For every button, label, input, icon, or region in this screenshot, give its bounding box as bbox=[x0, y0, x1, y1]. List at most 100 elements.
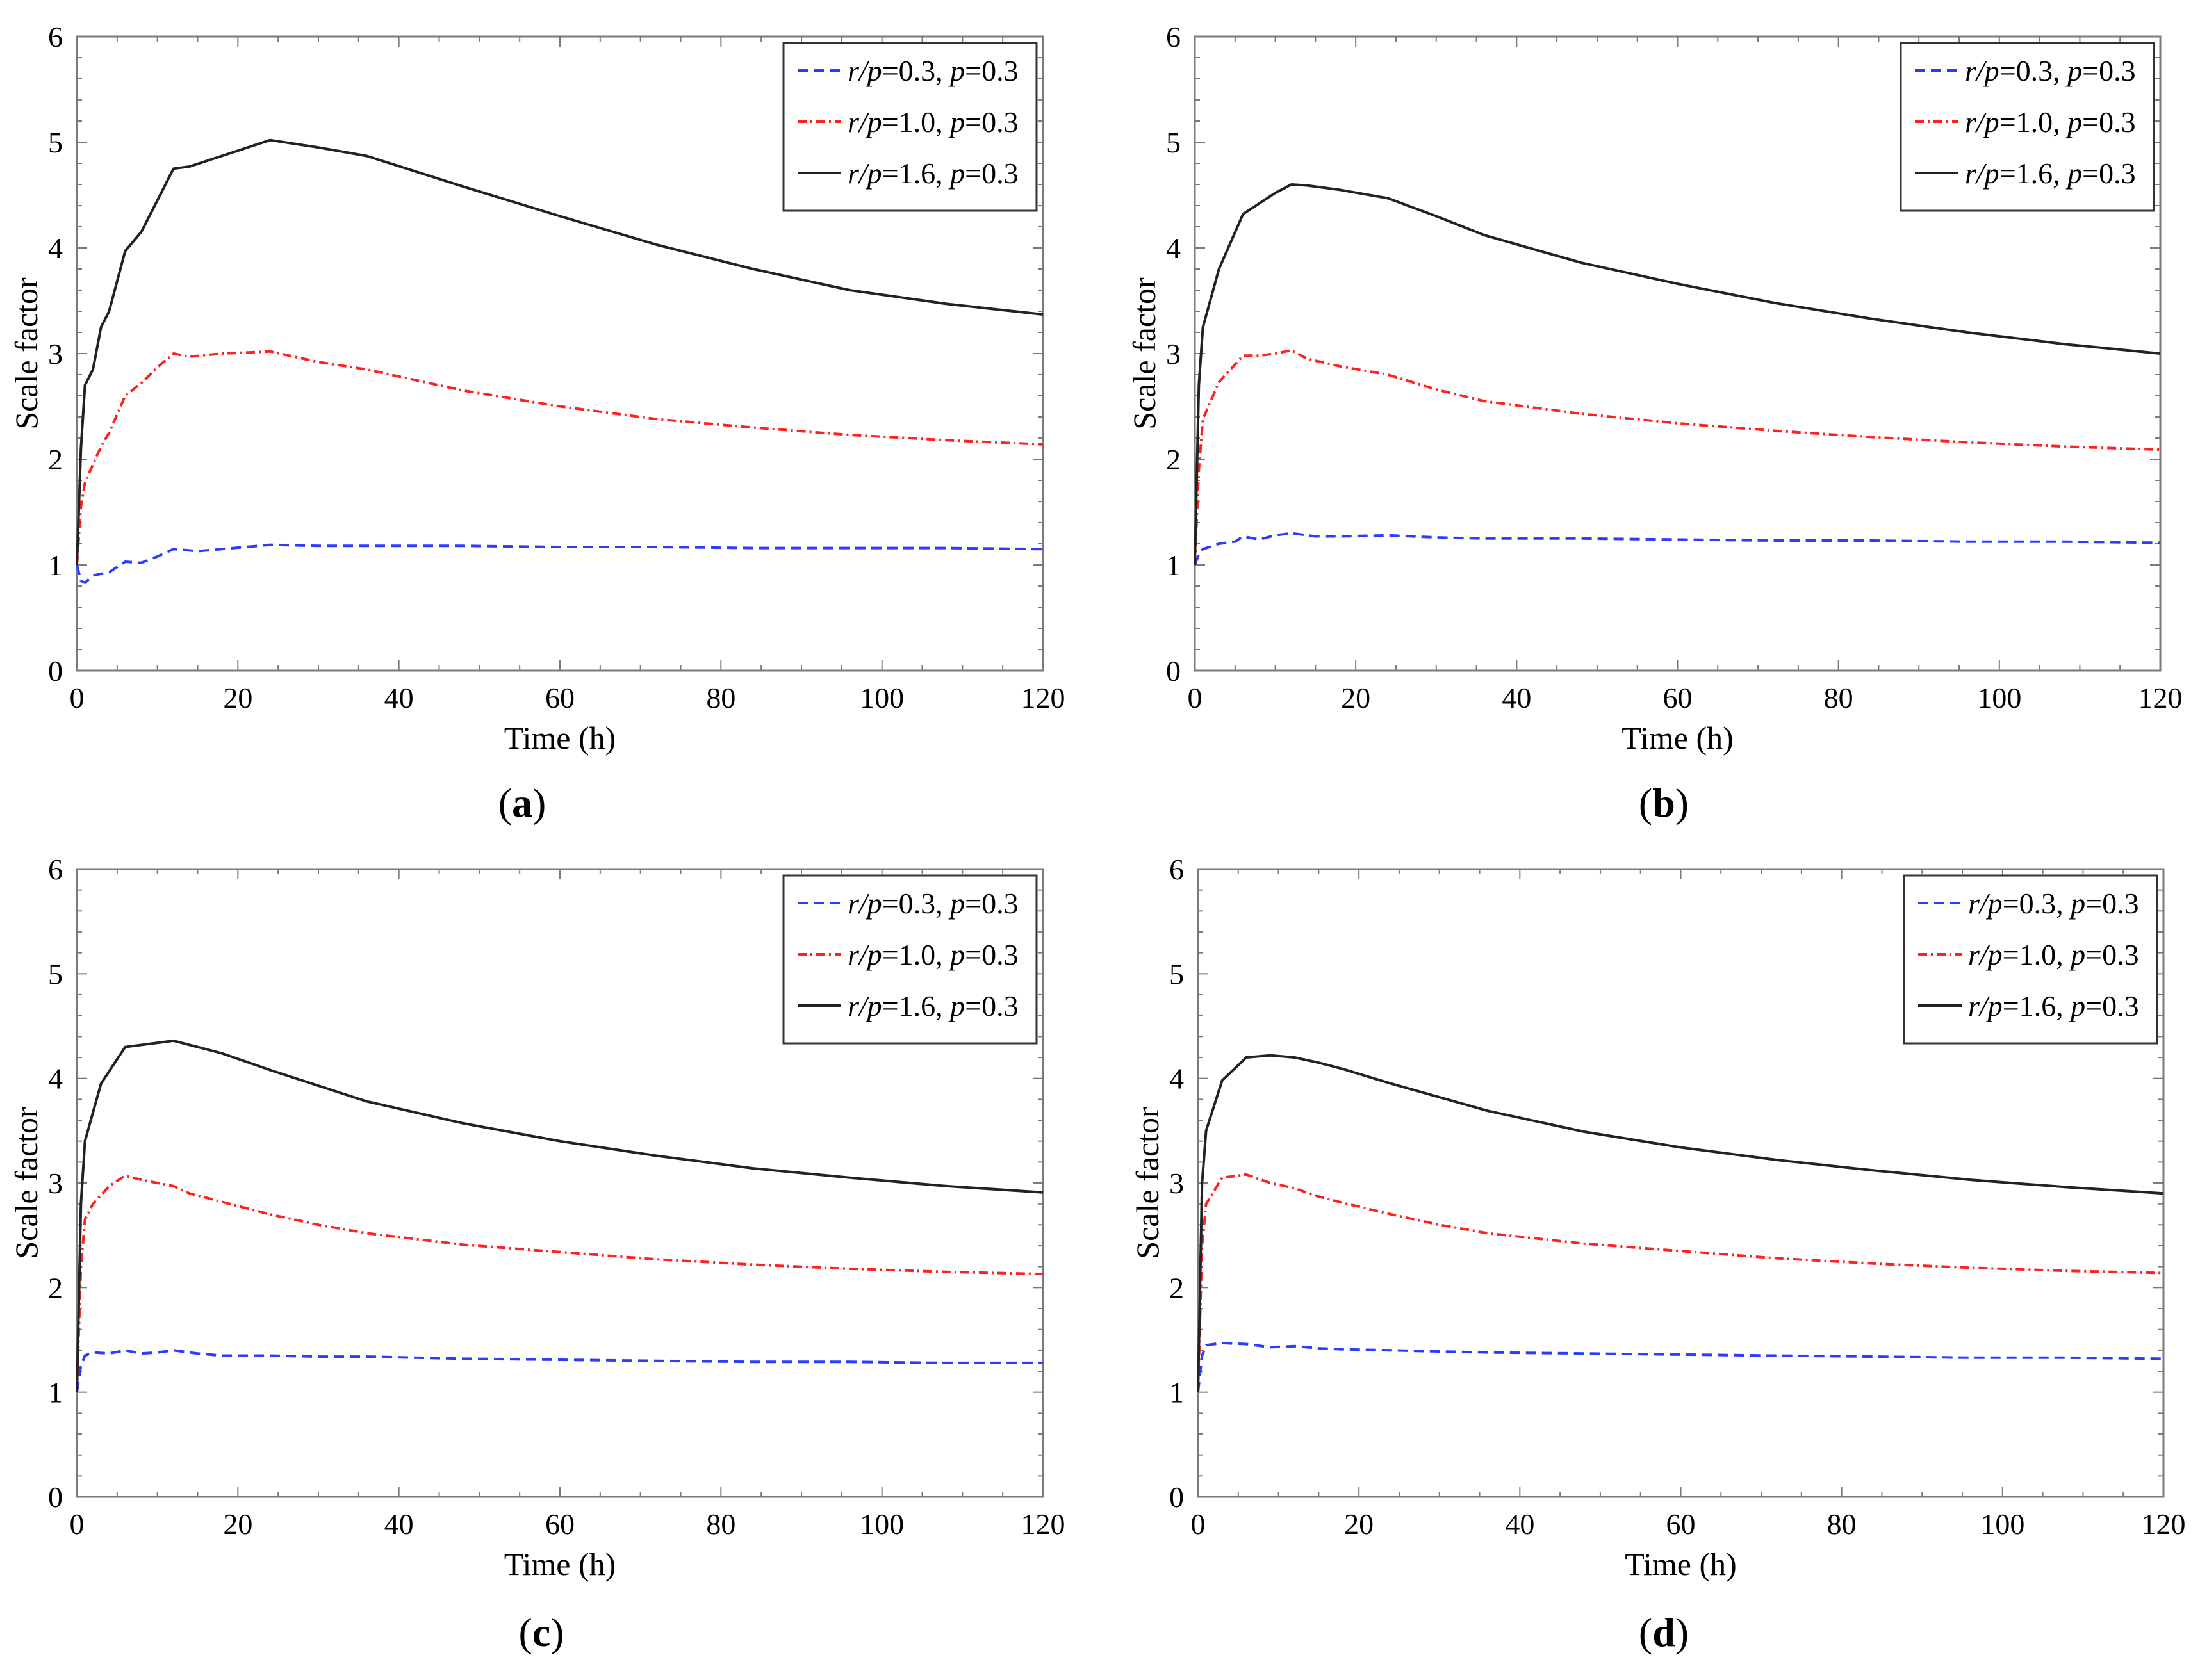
series-line-3 bbox=[1197, 1054, 2164, 1392]
y-tick-label: 0 bbox=[48, 655, 63, 687]
x-tick-label: 40 bbox=[384, 1508, 414, 1540]
y-tick-label: 4 bbox=[48, 232, 63, 265]
y-tick-label: 4 bbox=[48, 1063, 63, 1095]
y-tick-label: 2 bbox=[48, 443, 63, 476]
y-tick-label: 0 bbox=[1166, 655, 1181, 687]
x-tick-label: 80 bbox=[1824, 681, 1853, 714]
y-tick-label: 5 bbox=[1169, 958, 1184, 990]
legend-label-3: r/p=1.6, p=0.3 bbox=[1968, 990, 2139, 1022]
y-axis-label: Scale factor bbox=[8, 1107, 44, 1259]
y-tick-label: 3 bbox=[1166, 338, 1181, 370]
x-tick-label: 80 bbox=[1827, 1508, 1857, 1540]
y-tick-label: 6 bbox=[48, 853, 63, 886]
x-axis-label: Time (h) bbox=[1625, 1546, 1737, 1582]
legend-label-2: r/p=1.0, p=0.3 bbox=[848, 106, 1019, 138]
legend: r/p=0.3, p=0.3 r/p=1.0, p=0.3 r/p=1.6, p=0… bbox=[1900, 42, 2155, 212]
x-tick-label: 0 bbox=[1188, 681, 1203, 714]
series-line-1 bbox=[76, 543, 1044, 584]
x-tick-label: 120 bbox=[1021, 681, 1065, 714]
y-axis-label: Scale factor bbox=[1126, 277, 1162, 430]
y-tick-label: 3 bbox=[48, 338, 63, 370]
y-tick-label: 2 bbox=[1166, 443, 1181, 476]
legend: r/p=0.3, p=0.3 r/p=1.0, p=0.3 r/p=1.6, p=0… bbox=[782, 42, 1038, 212]
panel-caption: (d) bbox=[1639, 1610, 1689, 1655]
x-tick-label: 60 bbox=[545, 1508, 575, 1540]
chart-panel-b: 0 20 40 60 80 100 120 0 1 2 3 4 5 6 Time (h) Scale fact… bbox=[1126, 20, 2183, 826]
y-tick-label: 5 bbox=[48, 958, 63, 990]
chart-panel-c: 0 20 40 60 80 100 120 0 1 2 3 4 5 6 Time (h) Scale fact… bbox=[8, 853, 1065, 1655]
x-tick-label: 80 bbox=[706, 681, 735, 714]
chart-panel-a: 0 20 40 60 80 100 120 0 1 2 3 4 5 6 Time (h) Scale fact… bbox=[8, 20, 1065, 826]
series-line-3 bbox=[76, 1039, 1044, 1392]
legend: r/p=0.3, p=0.3 r/p=1.0, p=0.3 r/p=1.6, p=0… bbox=[782, 874, 1038, 1045]
series-line-3 bbox=[1194, 183, 2161, 566]
y-tick-label: 6 bbox=[1166, 20, 1181, 53]
x-tick-label: 40 bbox=[384, 681, 414, 714]
x-tick-label: 0 bbox=[1191, 1508, 1206, 1540]
legend-label-3: r/p=1.6, p=0.3 bbox=[848, 157, 1019, 190]
x-tick-label: 20 bbox=[223, 681, 252, 714]
x-tick-label: 80 bbox=[706, 1508, 735, 1540]
legend-label-1: r/p=0.3, p=0.3 bbox=[848, 54, 1019, 87]
legend-label-3: r/p=1.6, p=0.3 bbox=[848, 990, 1019, 1022]
legend: r/p=0.3, p=0.3 r/p=1.0, p=0.3 r/p=1.6, p=0… bbox=[1903, 874, 2158, 1045]
x-axis-label: Time (h) bbox=[504, 1546, 616, 1582]
legend-label-1: r/p=0.3, p=0.3 bbox=[1968, 887, 2139, 920]
x-tick-label: 100 bbox=[1977, 681, 2021, 714]
x-tick-label: 60 bbox=[1663, 681, 1693, 714]
x-tick-label: 60 bbox=[1666, 1508, 1696, 1540]
y-tick-label: 1 bbox=[1166, 549, 1181, 582]
x-tick-label: 40 bbox=[1505, 1508, 1534, 1540]
x-tick-label: 100 bbox=[860, 1508, 904, 1540]
y-tick-label: 1 bbox=[48, 549, 63, 582]
y-tick-label: 5 bbox=[1166, 126, 1181, 159]
y-tick-label: 6 bbox=[1169, 853, 1184, 886]
x-tick-label: 20 bbox=[1344, 1508, 1374, 1540]
y-tick-label: 4 bbox=[1169, 1063, 1184, 1095]
series-line-2 bbox=[76, 1174, 1044, 1392]
series-line-2 bbox=[76, 350, 1044, 566]
x-tick-label: 100 bbox=[860, 681, 904, 714]
x-tick-label: 60 bbox=[545, 681, 575, 714]
y-tick-label: 5 bbox=[48, 126, 63, 159]
x-tick-label: 120 bbox=[2138, 681, 2183, 714]
x-axis-label: Time (h) bbox=[1621, 720, 1734, 756]
y-tick-label: 6 bbox=[48, 20, 63, 53]
x-tick-label: 40 bbox=[1502, 681, 1531, 714]
chart-panel-d: 0 20 40 60 80 100 120 0 1 2 3 4 5 6 Time (h) Scale fact… bbox=[1129, 853, 2186, 1655]
y-tick-label: 1 bbox=[48, 1376, 63, 1409]
x-tick-label: 120 bbox=[2142, 1508, 2186, 1540]
legend-box bbox=[782, 42, 1038, 212]
legend-label-3: r/p=1.6, p=0.3 bbox=[1965, 157, 2136, 190]
panel-caption: (c) bbox=[518, 1610, 564, 1655]
legend-box bbox=[782, 874, 1038, 1045]
x-tick-label: 100 bbox=[1980, 1508, 2024, 1540]
x-tick-label: 0 bbox=[70, 681, 85, 714]
y-axis-label: Scale factor bbox=[8, 277, 44, 430]
x-tick-label: 120 bbox=[1021, 1508, 1065, 1540]
legend-box bbox=[1900, 42, 2155, 212]
y-tick-label: 0 bbox=[48, 1481, 63, 1513]
panel-caption: (b) bbox=[1639, 780, 1689, 826]
series-line-3 bbox=[76, 138, 1044, 566]
y-tick-label: 4 bbox=[1166, 232, 1181, 265]
legend-label-2: r/p=1.0, p=0.3 bbox=[1965, 106, 2136, 138]
x-tick-label: 20 bbox=[223, 1508, 252, 1540]
legend-label-2: r/p=1.0, p=0.3 bbox=[1968, 938, 2139, 971]
x-axis-label: Time (h) bbox=[504, 720, 616, 756]
series-line-1 bbox=[1197, 1341, 2164, 1392]
y-axis-label: Scale factor bbox=[1129, 1107, 1165, 1259]
legend-label-1: r/p=0.3, p=0.3 bbox=[848, 887, 1019, 920]
y-tick-label: 2 bbox=[1169, 1271, 1184, 1304]
legend-label-2: r/p=1.0, p=0.3 bbox=[848, 938, 1019, 971]
x-tick-label: 0 bbox=[70, 1508, 85, 1540]
legend-label-1: r/p=0.3, p=0.3 bbox=[1965, 54, 2136, 87]
x-tick-label: 20 bbox=[1341, 681, 1370, 714]
series-line-1 bbox=[76, 1349, 1043, 1393]
legend-box bbox=[1903, 874, 2158, 1045]
y-tick-label: 3 bbox=[48, 1167, 63, 1200]
y-tick-label: 3 bbox=[1169, 1167, 1184, 1200]
series-line-2 bbox=[1194, 349, 2161, 566]
